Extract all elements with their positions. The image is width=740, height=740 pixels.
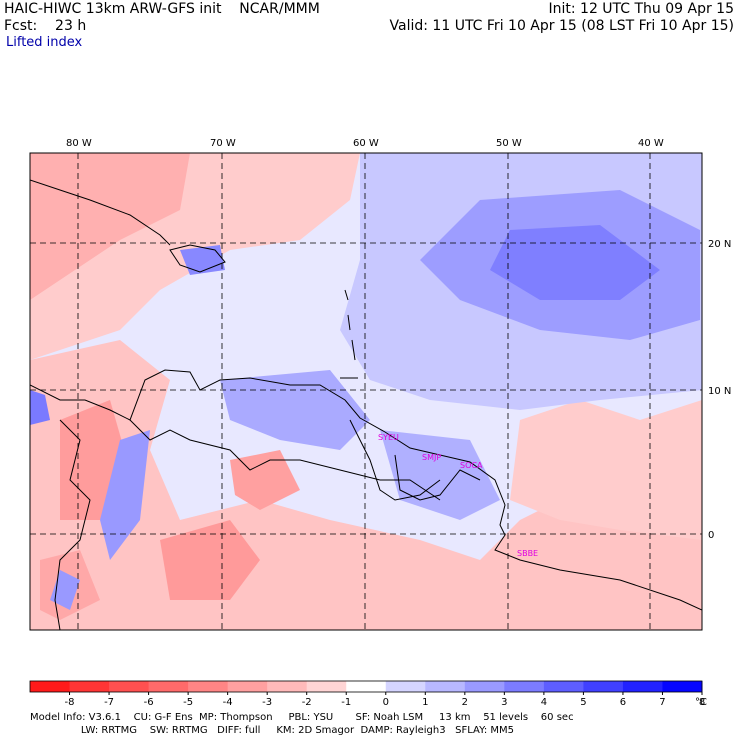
lat-label-20n: 20 N: [708, 239, 731, 250]
forecast-hour: Fcst: 23 h: [4, 18, 87, 34]
valid-time: Valid: 11 UTC Fri 10 Apr 15 (08 LST Fri …: [389, 18, 734, 34]
lon-label-70w: 70 W: [210, 138, 236, 149]
colorbar-tick-label: 8: [699, 697, 705, 708]
colorbar-swatch: [306, 681, 347, 692]
station-soca: SOCA: [460, 461, 483, 470]
colorbar-tick-label: 4: [541, 697, 547, 708]
colorbar-tick-label: -6: [144, 697, 154, 708]
colorbar-unit: °C: [695, 697, 707, 708]
colorbar-tick-label: -4: [223, 697, 233, 708]
lon-label-50w: 50 W: [496, 138, 522, 149]
colorbar-tick-label: -3: [262, 697, 272, 708]
model-info-line-1: Model Info: V3.6.1 CU: G-F Ens MP: Thomp…: [30, 712, 574, 723]
colorbar-swatch: [267, 681, 308, 692]
lat-label-0: 0: [708, 530, 714, 541]
colorbar-swatch: [464, 681, 505, 692]
colorbar-swatch: [148, 681, 189, 692]
colorbar-swatch: [227, 681, 268, 692]
colorbar-tick-label: -7: [104, 697, 114, 708]
station-smjp: SMJP: [422, 453, 441, 462]
model-title: HAIC-HIWC 13km ARW-GFS init NCAR/MMM: [4, 1, 320, 17]
colorbar-swatch: [30, 681, 71, 692]
init-time: Init: 12 UTC Thu 09 Apr 15: [548, 1, 734, 17]
colorbar-tick-label: 5: [580, 697, 586, 708]
lat-lon-grid: [30, 153, 702, 630]
colorbar-swatch: [385, 681, 426, 692]
colorbar-tick-label: 0: [383, 697, 389, 708]
colorbar-tick-label: -1: [341, 697, 351, 708]
colorbar-tick-label: 2: [462, 697, 468, 708]
colorbar-tick-label: -5: [183, 697, 193, 708]
lon-label-80w: 80 W: [66, 138, 92, 149]
station-sbbe: SBBE: [517, 549, 538, 558]
field-name: Lifted index: [6, 35, 83, 50]
colorbar-swatch: [109, 681, 150, 692]
colorbar-swatch: [622, 681, 663, 692]
colorbar-tick-label: 6: [620, 697, 626, 708]
lon-label-40w: 40 W: [638, 138, 664, 149]
lon-label-60w: 60 W: [353, 138, 379, 149]
lesser-antilles: [340, 289, 358, 379]
colorbar-swatch: [425, 681, 466, 692]
station-syeu: SYEU: [378, 433, 399, 442]
colorbar-tick-label: -2: [302, 697, 312, 708]
colorbar-tick-label: 3: [501, 697, 507, 708]
colorbar: -8 -7 -6 -5 -4 -3 -2 -1 0 1 2 3 4 5 6 7 8: [29, 680, 705, 708]
colorbar-tick-label: -8: [65, 697, 75, 708]
colorbar-swatch: [662, 681, 703, 692]
colorbar-swatch: [543, 681, 584, 692]
colorbar-tick-label: 7: [659, 697, 665, 708]
colorbar-swatch: [346, 681, 387, 692]
colorbar-swatch: [583, 681, 624, 692]
lat-label-10n: 10 N: [708, 386, 731, 397]
model-info-line-2: LW: RRTMG SW: RRTMG DIFF: full KM: 2D Sm…: [30, 725, 515, 736]
colorbar-swatch: [69, 681, 110, 692]
map-frame: [29, 152, 703, 631]
colorbar-tick-label: 1: [422, 697, 428, 708]
colorbar-swatch: [504, 681, 545, 692]
colorbar-swatch: [188, 681, 229, 692]
lifted-index-field: [30, 153, 702, 630]
colorbar-frame: [29, 680, 703, 693]
